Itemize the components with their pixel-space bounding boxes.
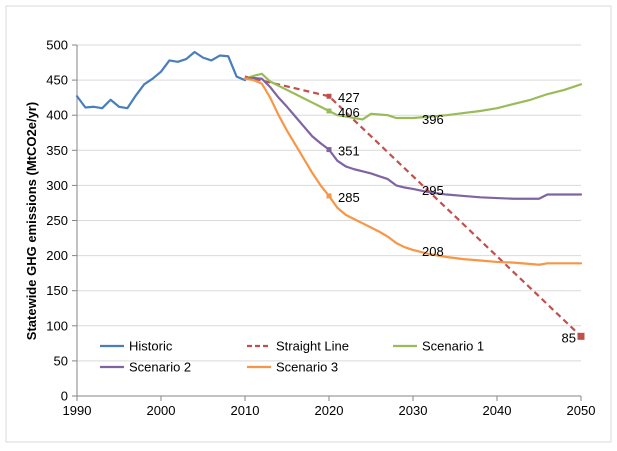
x-tick-label-2040: 2040 — [483, 403, 512, 418]
data-markers — [326, 93, 585, 340]
y-tick-label-500: 500 — [46, 38, 68, 53]
y-tick-labels: 0 50 100 150 200 250 300 350 400 450 500 — [46, 38, 68, 404]
x-tick-label-2010: 2010 — [231, 403, 260, 418]
y-tick-label-150: 150 — [46, 283, 68, 298]
marker-scenario-3-2020 — [326, 193, 332, 199]
y-tick-label-0: 0 — [61, 389, 68, 404]
data-label-396: 396 — [422, 112, 444, 127]
data-label-427: 427 — [338, 90, 360, 105]
series-lines — [75, 50, 583, 338]
y-tick-label-200: 200 — [46, 248, 68, 263]
series-line-scenario-1 — [243, 72, 583, 121]
axes — [72, 44, 582, 401]
data-label-85: 85 — [562, 330, 576, 345]
legend: Historic Straight Line Scenario 1 Scenario … — [100, 339, 484, 375]
x-tick-label-2030: 2030 — [399, 403, 428, 418]
legend-label-historic: Historic — [129, 339, 173, 354]
y-tick-label-450: 450 — [46, 73, 68, 88]
legend-label-scenario-2: Scenario 2 — [129, 360, 191, 375]
y-tick-label-400: 400 — [46, 108, 68, 123]
x-tick-labels: 1990 2000 2010 2020 2030 2040 2050 — [63, 403, 596, 418]
x-tick-label-2000: 2000 — [147, 403, 176, 418]
x-tick-label-2050: 2050 — [567, 403, 596, 418]
data-label-295: 295 — [422, 183, 444, 198]
marker-scenario-1-2020 — [326, 108, 332, 114]
y-tick-label-350: 350 — [46, 143, 68, 158]
data-label-351: 351 — [338, 144, 360, 159]
x-tick-label-1990: 1990 — [63, 403, 92, 418]
marker-straight-line-2020 — [326, 93, 332, 99]
legend-label-straight-line: Straight Line — [276, 339, 349, 354]
y-tick-label-300: 300 — [46, 178, 68, 193]
series-line-scenario-3 — [243, 77, 583, 266]
marker-straight-line-2050 — [577, 332, 585, 340]
chart-area — [5, 5, 612, 443]
x-tick-label-2020: 2020 — [315, 403, 344, 418]
legend-label-scenario-3: Scenario 3 — [276, 360, 338, 375]
data-label-285: 285 — [338, 190, 360, 205]
legend-label-scenario-1: Scenario 1 — [422, 339, 484, 354]
y-tick-label-250: 250 — [46, 213, 68, 228]
gridlines — [77, 44, 581, 362]
y-tick-label-50: 50 — [54, 353, 68, 368]
marker-scenario-2-2020 — [326, 147, 332, 153]
series-line-scenario-2 — [243, 76, 583, 200]
y-tick-label-100: 100 — [46, 318, 68, 333]
y-axis-label: Statewide GHG emissions (MtCO2e/yr) — [24, 102, 39, 340]
series-line-historic — [75, 50, 247, 110]
data-label-208: 208 — [422, 244, 444, 259]
data-label-406: 406 — [338, 105, 360, 120]
